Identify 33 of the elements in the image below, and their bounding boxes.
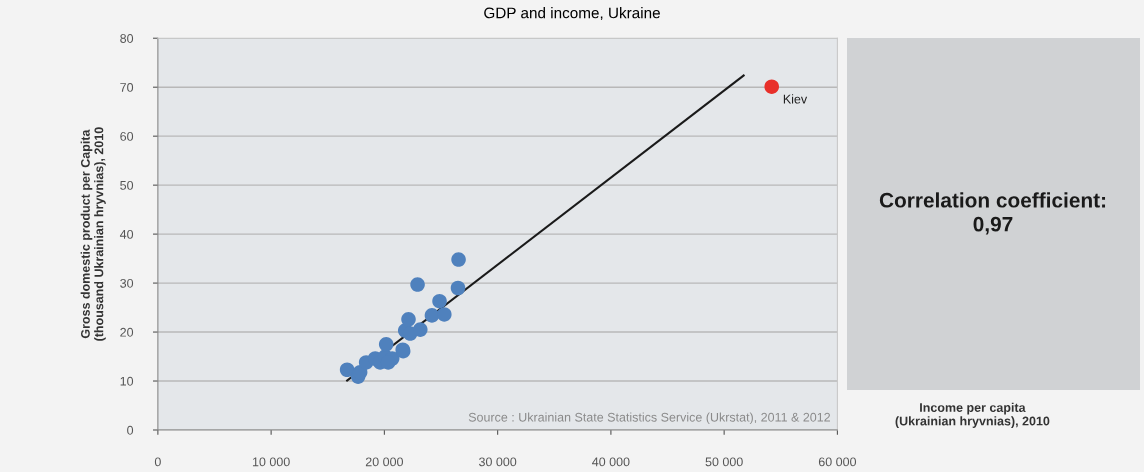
x-tick-label: 10 000 xyxy=(252,457,290,467)
annotation: Source : Ukrainian State Statistics Service (Ukrstat), 2011 & 2012 xyxy=(468,412,830,425)
y-tick-label: 60 xyxy=(120,131,134,141)
y-tick-label: 70 xyxy=(120,83,134,92)
text: Correlation coefficient: 0,97 xyxy=(879,192,1106,235)
x-tick-label: 20 000 xyxy=(365,457,404,467)
x-tick-label: 60 000 xyxy=(818,457,857,467)
y-tick-label: 30 xyxy=(120,278,134,288)
y-tick-label: 0 xyxy=(127,425,134,435)
point xyxy=(451,252,466,267)
point xyxy=(450,280,466,296)
y-tick-label: 50 xyxy=(120,180,134,190)
x-tick-label: 40 000 xyxy=(592,457,630,467)
x-axis-title: Income per capita (Ukrainian hryvnias), 2010 xyxy=(895,402,1050,428)
y-tick-label: 10 xyxy=(120,376,134,386)
point xyxy=(339,362,355,378)
point xyxy=(413,322,428,337)
point xyxy=(401,312,416,327)
point xyxy=(378,337,394,352)
series-label: Kiev xyxy=(783,94,808,104)
x-tick-label: 0 xyxy=(154,457,161,467)
point xyxy=(424,308,440,323)
y-axis-title: Gross domestic product per Capita (thousand Ukrainian hryvnias), 2010 xyxy=(80,127,106,341)
y-tick-label: 20 xyxy=(120,327,134,337)
point xyxy=(764,79,779,94)
x-tick-label: 50 000 xyxy=(705,457,743,467)
point xyxy=(410,277,425,292)
point xyxy=(432,293,447,309)
y-tick-label: 40 xyxy=(119,229,134,239)
x-tick-label: 30 000 xyxy=(479,457,517,467)
chart-title: GDP and income, Ukraine xyxy=(484,7,660,21)
point xyxy=(437,307,452,322)
y-tick-label: 80 xyxy=(120,34,134,43)
